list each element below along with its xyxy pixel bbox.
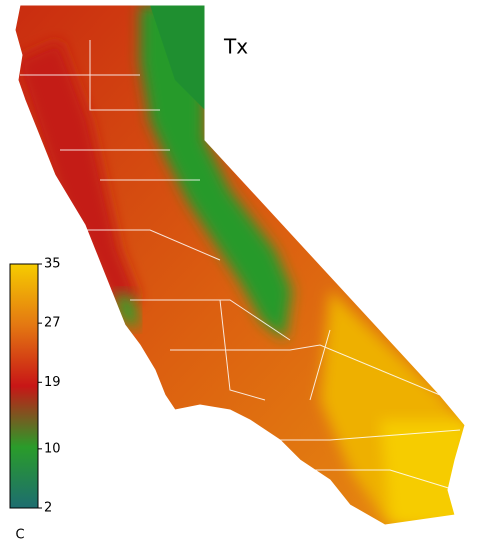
colorbar-tick-label: 2 xyxy=(44,501,52,516)
colorbar-scale xyxy=(9,263,39,509)
colorbar-tick-label: 27 xyxy=(44,316,61,331)
colorbar-tick-label: 35 xyxy=(44,257,61,272)
colorbar: 2 10 19 27 35 xyxy=(9,257,61,516)
colorbar-tick-label: 19 xyxy=(44,375,61,390)
map-title: Tx xyxy=(223,35,248,59)
colorbar-tick-label: 10 xyxy=(44,441,61,456)
colorbar-unit: C xyxy=(15,528,24,543)
